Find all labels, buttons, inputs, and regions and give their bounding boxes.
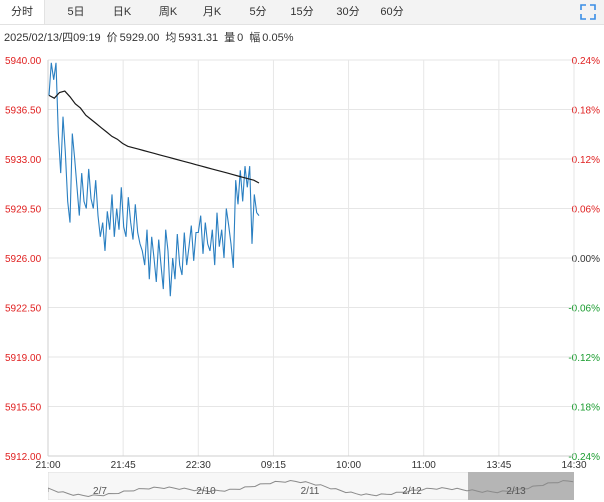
y-tick-label: 5915.50 xyxy=(5,403,42,414)
x-tick-label: 21:00 xyxy=(35,460,60,471)
tab-monthly-k[interactable]: 月K xyxy=(202,6,222,18)
y-tick-label: 5912.00 xyxy=(5,452,42,463)
pct-tick-label: 0.18% xyxy=(572,403,600,414)
y-tick-label: 5929.50 xyxy=(5,205,42,216)
navigator-sparkline xyxy=(48,479,574,498)
volume-value: 0 xyxy=(237,32,244,44)
pct-tick-label: -0.24% xyxy=(568,452,600,463)
volume-label: 量 xyxy=(224,32,236,44)
x-tick-label: 13:45 xyxy=(486,460,511,471)
change-value: 0.05% xyxy=(262,32,294,44)
navigator-date-label: 2/13 xyxy=(506,486,526,497)
y-tick-label: 5936.50 xyxy=(5,106,42,117)
x-tick-label: 10:00 xyxy=(336,460,361,471)
quote-datetime: 2025/02/13/四09:19 xyxy=(4,32,101,44)
price-label: 价 xyxy=(106,32,118,44)
pct-tick-label: 0.00% xyxy=(572,254,600,265)
tab-15-min[interactable]: 15分 xyxy=(290,6,314,18)
navigator-selected-window xyxy=(468,472,574,500)
tab-30-min[interactable]: 30分 xyxy=(336,6,360,18)
avg-value: 5931.31 xyxy=(178,32,219,44)
pct-tick-label: -0.12% xyxy=(568,353,600,364)
pct-tick-label: 0.06% xyxy=(572,205,600,216)
pct-tick-label: -0.06% xyxy=(568,304,600,315)
x-tick-label: 09:15 xyxy=(261,460,286,471)
tab-intraday[interactable]: 分时 xyxy=(0,0,45,24)
price-series-line xyxy=(48,62,260,297)
time-range-navigator[interactable]: 2/7 2/10 2/11 2/12 2/13 xyxy=(48,472,574,500)
average-series-line xyxy=(48,90,260,184)
navigator-date-label: 2/12 xyxy=(402,486,422,497)
y-tick-label: 5933.00 xyxy=(5,155,42,166)
fullscreen-icon[interactable] xyxy=(580,4,596,20)
intraday-chart[interactable]: 5940.00 0.24% 5936.50 0.18% 5933.00 0.12% 5929… xyxy=(0,0,604,472)
pct-tick-label: 0.24% xyxy=(572,56,600,67)
navigator-date-label: 2/11 xyxy=(301,486,320,497)
x-tick-label: 11:00 xyxy=(412,460,437,471)
change-label: 幅 xyxy=(249,32,261,44)
x-tick-label: 22:30 xyxy=(186,460,211,471)
x-tick-label: 21:45 xyxy=(111,460,136,471)
tab-weekly-k[interactable]: 周K xyxy=(158,6,178,18)
avg-label: 均 xyxy=(165,32,177,44)
y-tick-label: 5940.00 xyxy=(5,56,42,67)
x-tick-label: 14:30 xyxy=(561,460,586,471)
y-tick-label: 5926.00 xyxy=(5,254,42,265)
y-tick-label: 5919.00 xyxy=(5,353,42,364)
tab-60-min[interactable]: 60分 xyxy=(380,6,404,18)
period-tab-bar: 分时 5日 日K 周K 月K 5分 15分 30分 60分 xyxy=(0,0,604,25)
quote-info-bar: 2025/02/13/四09:19 价 5929.00 均 5931.31 量 0 幅 0.05… xyxy=(4,29,300,45)
navigator-date-label: 2/7 xyxy=(93,486,107,497)
tab-5-day[interactable]: 5日 xyxy=(67,6,85,18)
pct-tick-label: 0.18% xyxy=(572,106,600,117)
navigator-date-label: 2/10 xyxy=(196,486,216,497)
pct-tick-label: 0.12% xyxy=(572,155,600,166)
tab-5-min[interactable]: 5分 xyxy=(249,6,267,18)
price-value: 5929.00 xyxy=(119,32,160,44)
y-tick-label: 5922.50 xyxy=(5,304,42,315)
tab-daily-k[interactable]: 日K xyxy=(112,6,132,18)
